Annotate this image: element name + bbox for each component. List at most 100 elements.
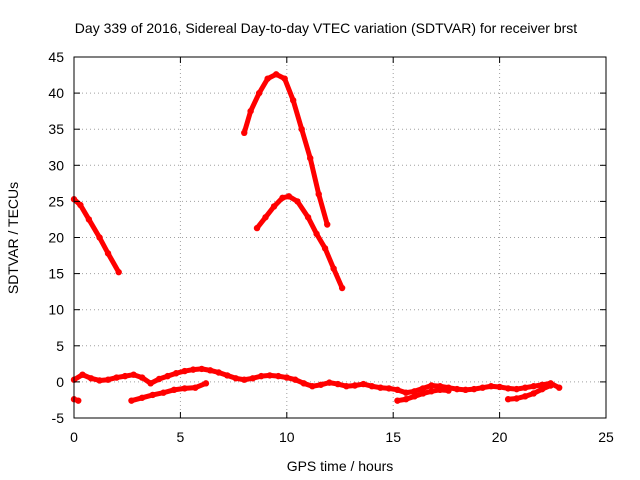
data-point	[292, 376, 299, 383]
data-point	[275, 372, 282, 380]
data-point	[521, 393, 529, 400]
data-point	[462, 386, 469, 394]
series-line	[71, 366, 562, 396]
series-line	[241, 71, 330, 227]
y-tick-label: 40	[48, 85, 64, 101]
data-point	[181, 385, 188, 392]
series-isolated-points	[70, 396, 82, 404]
data-point	[206, 367, 214, 374]
data-point	[436, 386, 444, 394]
data-point	[445, 387, 452, 394]
series-low-variation-band-4	[504, 382, 554, 403]
data-point	[85, 216, 93, 223]
data-point	[202, 380, 210, 387]
data-point	[351, 382, 359, 389]
data-point	[79, 371, 86, 378]
data-point	[300, 380, 308, 387]
data-point	[402, 396, 410, 403]
x-axis-label: GPS time / hours	[287, 458, 394, 474]
tick-layer: 0 5 10 15 20 25 -5 0 5 10 15 20 25 30 35 40 45	[48, 49, 614, 445]
data-point	[304, 214, 312, 221]
y-axis-label: SDTVAR / TECUs	[5, 182, 21, 294]
data-point	[149, 391, 156, 399]
data-point	[270, 203, 278, 210]
data-point	[104, 376, 112, 383]
data-point	[285, 193, 293, 200]
data-point	[279, 194, 286, 201]
y-tick-label: 25	[48, 193, 64, 209]
data-point	[224, 372, 231, 379]
data-point	[377, 384, 384, 391]
data-point	[394, 386, 401, 394]
data-point	[402, 389, 410, 396]
y-tick-label: -5	[52, 410, 65, 426]
data-point	[249, 375, 256, 382]
y-tick-label: 10	[48, 302, 64, 318]
series-satellite-arc-2	[241, 71, 331, 228]
chart-title: Day 339 of 2016, Sidereal Day-to-day VTE…	[75, 20, 577, 36]
data-point	[121, 372, 129, 380]
data-point	[321, 245, 329, 252]
data-point	[521, 384, 529, 391]
data-point	[96, 377, 103, 384]
data-point	[315, 190, 322, 198]
data-point	[307, 154, 314, 162]
grid-layer	[74, 57, 606, 418]
data-point	[264, 75, 271, 82]
data-point	[247, 107, 254, 115]
data-point	[547, 382, 554, 389]
data-point	[255, 89, 263, 97]
data-point	[147, 380, 154, 387]
data-point	[504, 385, 512, 392]
data-point	[281, 75, 288, 82]
data-point	[170, 386, 178, 394]
data-point	[96, 234, 103, 241]
data-point	[343, 383, 350, 390]
data-point	[189, 366, 197, 373]
data-point	[198, 365, 205, 373]
data-point	[479, 384, 486, 391]
data-point	[113, 374, 120, 381]
data-point	[313, 230, 320, 238]
data-point	[338, 284, 346, 292]
data-point	[138, 374, 146, 381]
y-tick-label: 15	[48, 266, 64, 282]
data-point	[128, 397, 135, 404]
x-tick-label: 0	[70, 429, 78, 445]
data-point	[330, 265, 337, 272]
data-layer	[70, 71, 563, 404]
data-point	[262, 214, 269, 221]
series-low-variation-band-3	[394, 386, 452, 404]
y-tick-label: 20	[48, 230, 64, 246]
data-point	[411, 388, 418, 395]
data-point	[266, 372, 273, 379]
data-point	[453, 385, 461, 393]
data-point	[470, 385, 478, 393]
data-point	[513, 395, 520, 402]
y-tick-label: 0	[56, 374, 64, 390]
data-point	[428, 382, 435, 389]
x-tick-label: 25	[598, 429, 614, 445]
data-point	[334, 380, 342, 388]
data-point	[411, 393, 418, 400]
data-point	[289, 97, 297, 104]
series-low-variation-band-2	[128, 380, 210, 404]
data-point	[181, 367, 188, 375]
data-point	[241, 129, 248, 137]
data-point	[360, 380, 367, 388]
series-low-variation-band	[70, 365, 563, 396]
data-point	[283, 374, 290, 381]
data-point	[241, 376, 248, 383]
y-tick-label: 35	[48, 121, 64, 137]
data-point	[155, 375, 163, 383]
x-tick-label: 15	[385, 429, 401, 445]
data-point	[160, 389, 167, 396]
data-point	[192, 384, 199, 391]
data-point	[317, 381, 325, 388]
data-point	[87, 375, 95, 382]
data-point	[253, 224, 261, 232]
data-point	[326, 379, 333, 386]
data-point	[324, 221, 331, 228]
